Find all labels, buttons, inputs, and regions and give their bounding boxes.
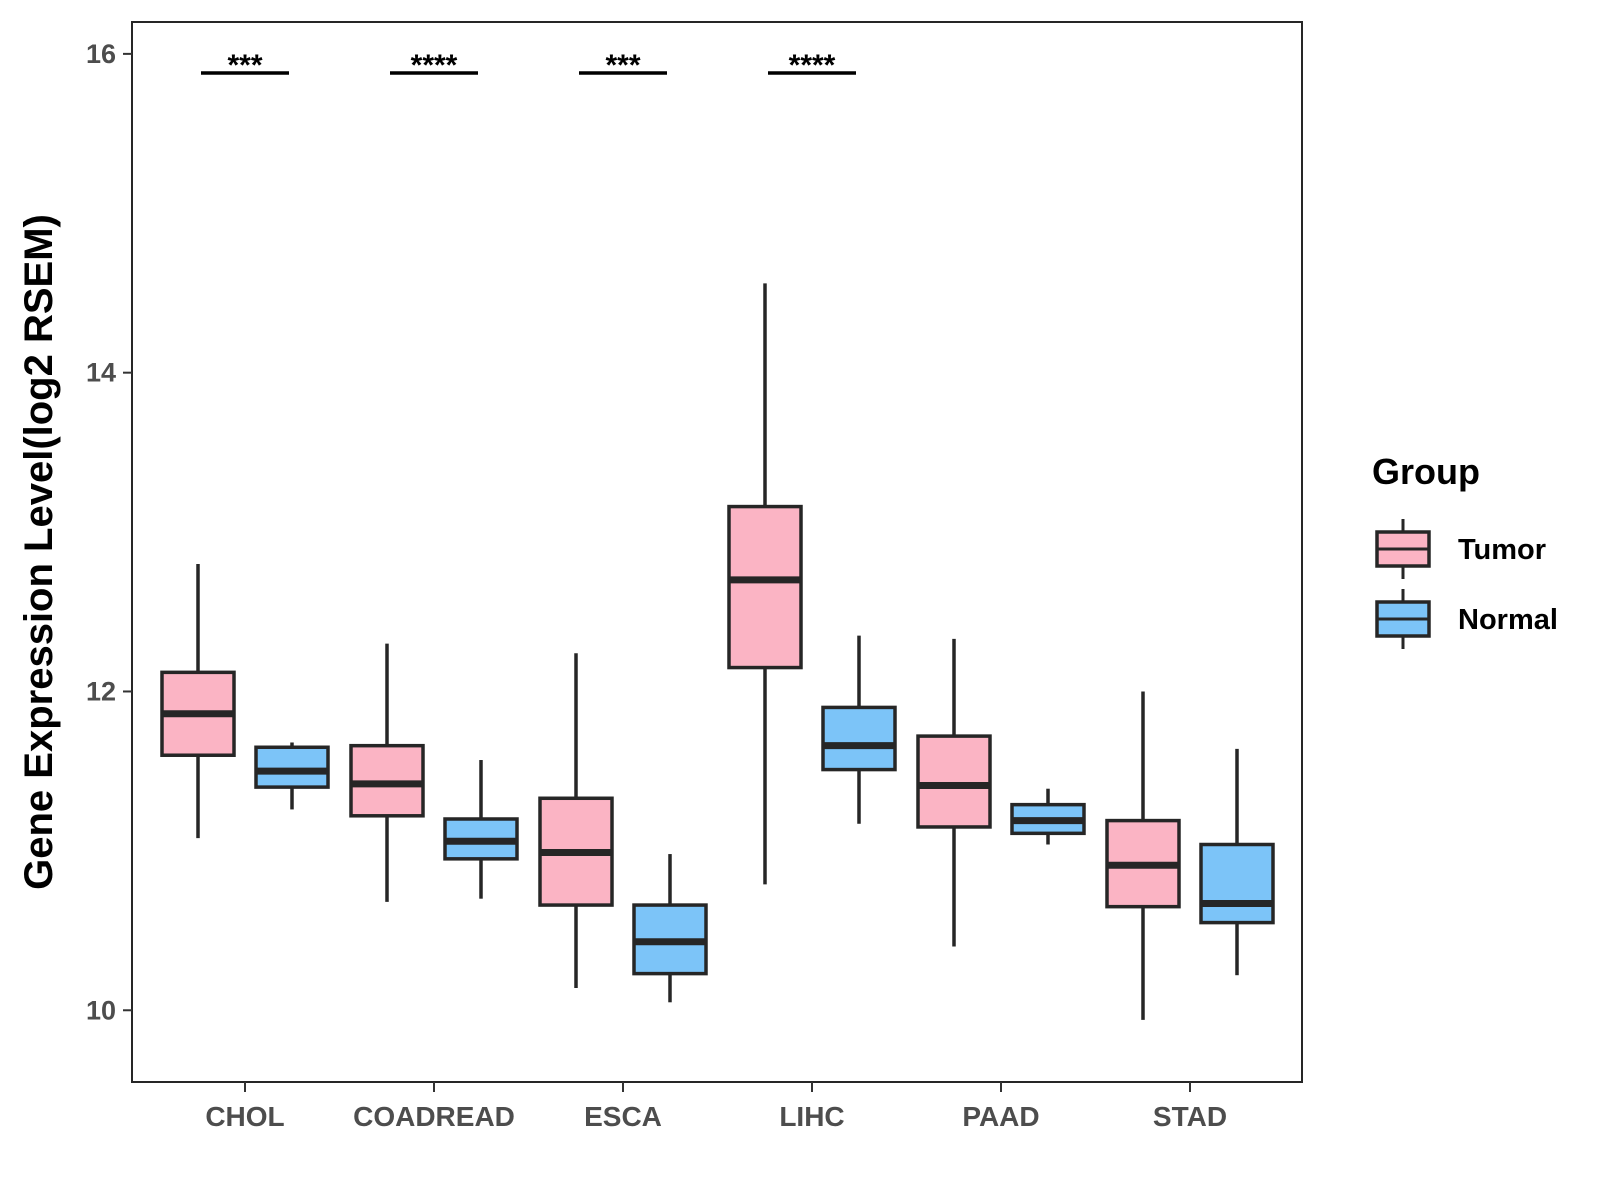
box-iqr bbox=[727, 504, 803, 670]
box-iqr bbox=[1199, 842, 1275, 925]
x-tick-label: ESCA bbox=[584, 1101, 662, 1132]
box-tumor-paad bbox=[916, 638, 992, 947]
box-tumor-lihc bbox=[727, 283, 803, 885]
significance-label: **** bbox=[789, 49, 836, 82]
box-iqr bbox=[916, 734, 992, 829]
box-normal-paad bbox=[1010, 788, 1086, 845]
legend-label: Tumor bbox=[1458, 534, 1546, 566]
significance-label: *** bbox=[605, 49, 640, 82]
y-tick-label: 12 bbox=[86, 676, 116, 706]
legend-label: Normal bbox=[1458, 604, 1558, 636]
y-tick-label: 14 bbox=[86, 358, 116, 388]
box-normal-coadread bbox=[443, 760, 519, 899]
x-tick-label: PAAD bbox=[962, 1101, 1039, 1132]
box-iqr bbox=[254, 745, 330, 789]
box-tumor-coadread bbox=[349, 643, 425, 902]
box-tumor-esca bbox=[538, 653, 614, 988]
y-tick-label: 16 bbox=[86, 39, 116, 69]
box-iqr bbox=[821, 705, 897, 772]
box-tumor-chol bbox=[160, 563, 236, 839]
significance-label: *** bbox=[227, 49, 262, 82]
significance-label: **** bbox=[411, 49, 458, 82]
box-normal-esca bbox=[632, 854, 708, 1003]
y-tick-label: 10 bbox=[86, 995, 116, 1025]
box-normal-stad bbox=[1199, 748, 1275, 976]
x-tick-label: LIHC bbox=[779, 1101, 844, 1132]
box-tumor-stad bbox=[1105, 691, 1181, 1020]
legend: Group Tumor Normal bbox=[1372, 451, 1558, 649]
plot-panel bbox=[131, 21, 1303, 1083]
box-normal-chol bbox=[254, 742, 330, 810]
box-normal-lihc bbox=[821, 635, 897, 824]
y-axis-label: Gene Expression Level(log2 RSEM) bbox=[17, 214, 61, 890]
legend-entry-normal: Normal bbox=[1375, 589, 1558, 649]
x-tick-label: STAD bbox=[1153, 1101, 1227, 1132]
legend-entry-tumor: Tumor bbox=[1375, 519, 1546, 579]
x-tick-label: CHOL bbox=[205, 1101, 284, 1132]
legend-title: Group bbox=[1372, 451, 1480, 492]
x-tick-label: COADREAD bbox=[353, 1101, 515, 1132]
